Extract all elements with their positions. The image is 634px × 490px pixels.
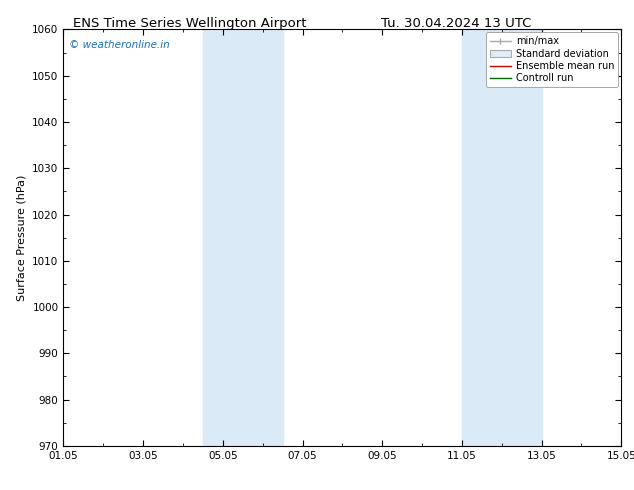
Text: ENS Time Series Wellington Airport: ENS Time Series Wellington Airport: [74, 17, 307, 30]
Y-axis label: Surface Pressure (hPa): Surface Pressure (hPa): [16, 174, 27, 301]
Text: Tu. 30.04.2024 13 UTC: Tu. 30.04.2024 13 UTC: [381, 17, 532, 30]
Bar: [462, 29, 541, 446]
Bar: [203, 29, 283, 446]
Text: © weatheronline.in: © weatheronline.in: [69, 40, 170, 50]
Legend: min/max, Standard deviation, Ensemble mean run, Controll run: min/max, Standard deviation, Ensemble me…: [486, 32, 618, 87]
